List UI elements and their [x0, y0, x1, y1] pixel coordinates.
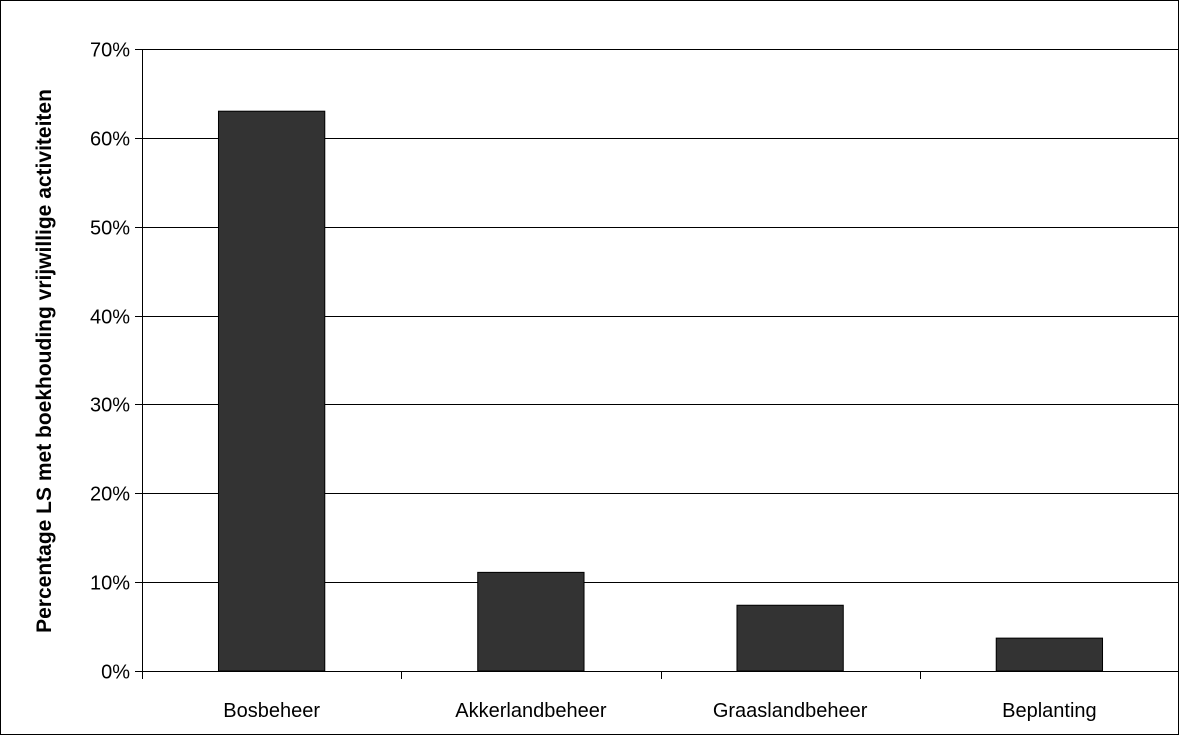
- x-tick-label: Beplanting: [1002, 700, 1097, 722]
- x-tick-label: Akkerlandbeheer: [455, 700, 607, 722]
- y-tick-label: 20%: [90, 484, 130, 506]
- bar-akkerlandbeheer: [477, 571, 585, 672]
- y-tick-labels: 0% 10% 20% 30% 40% 50% 60% 70%: [90, 40, 142, 684]
- bar-bosbeheer: [217, 110, 326, 672]
- y-tick-label: 60%: [90, 129, 130, 151]
- y-tick-label: 0%: [101, 662, 130, 684]
- axes: [142, 49, 1179, 679]
- bar-beplanting: [995, 637, 1104, 672]
- y-tick-label: 30%: [90, 395, 130, 417]
- x-tick-label: Graaslandbeheer: [713, 700, 868, 722]
- y-tick-label: 10%: [90, 573, 130, 595]
- y-tick-label: 70%: [90, 40, 130, 62]
- x-tick-labels: Bosbeheer Akkerlandbeheer Graaslandbeheer B…: [223, 671, 1097, 722]
- bars: [217, 110, 1104, 672]
- y-axis-label: Percentage LS met boekhouding vrijwillig…: [33, 89, 56, 633]
- y-tick-label: 50%: [90, 218, 130, 240]
- x-tick-label: Bosbeheer: [223, 700, 320, 722]
- y-tick-label: 40%: [90, 307, 130, 329]
- bar-graaslandbeheer: [736, 604, 844, 672]
